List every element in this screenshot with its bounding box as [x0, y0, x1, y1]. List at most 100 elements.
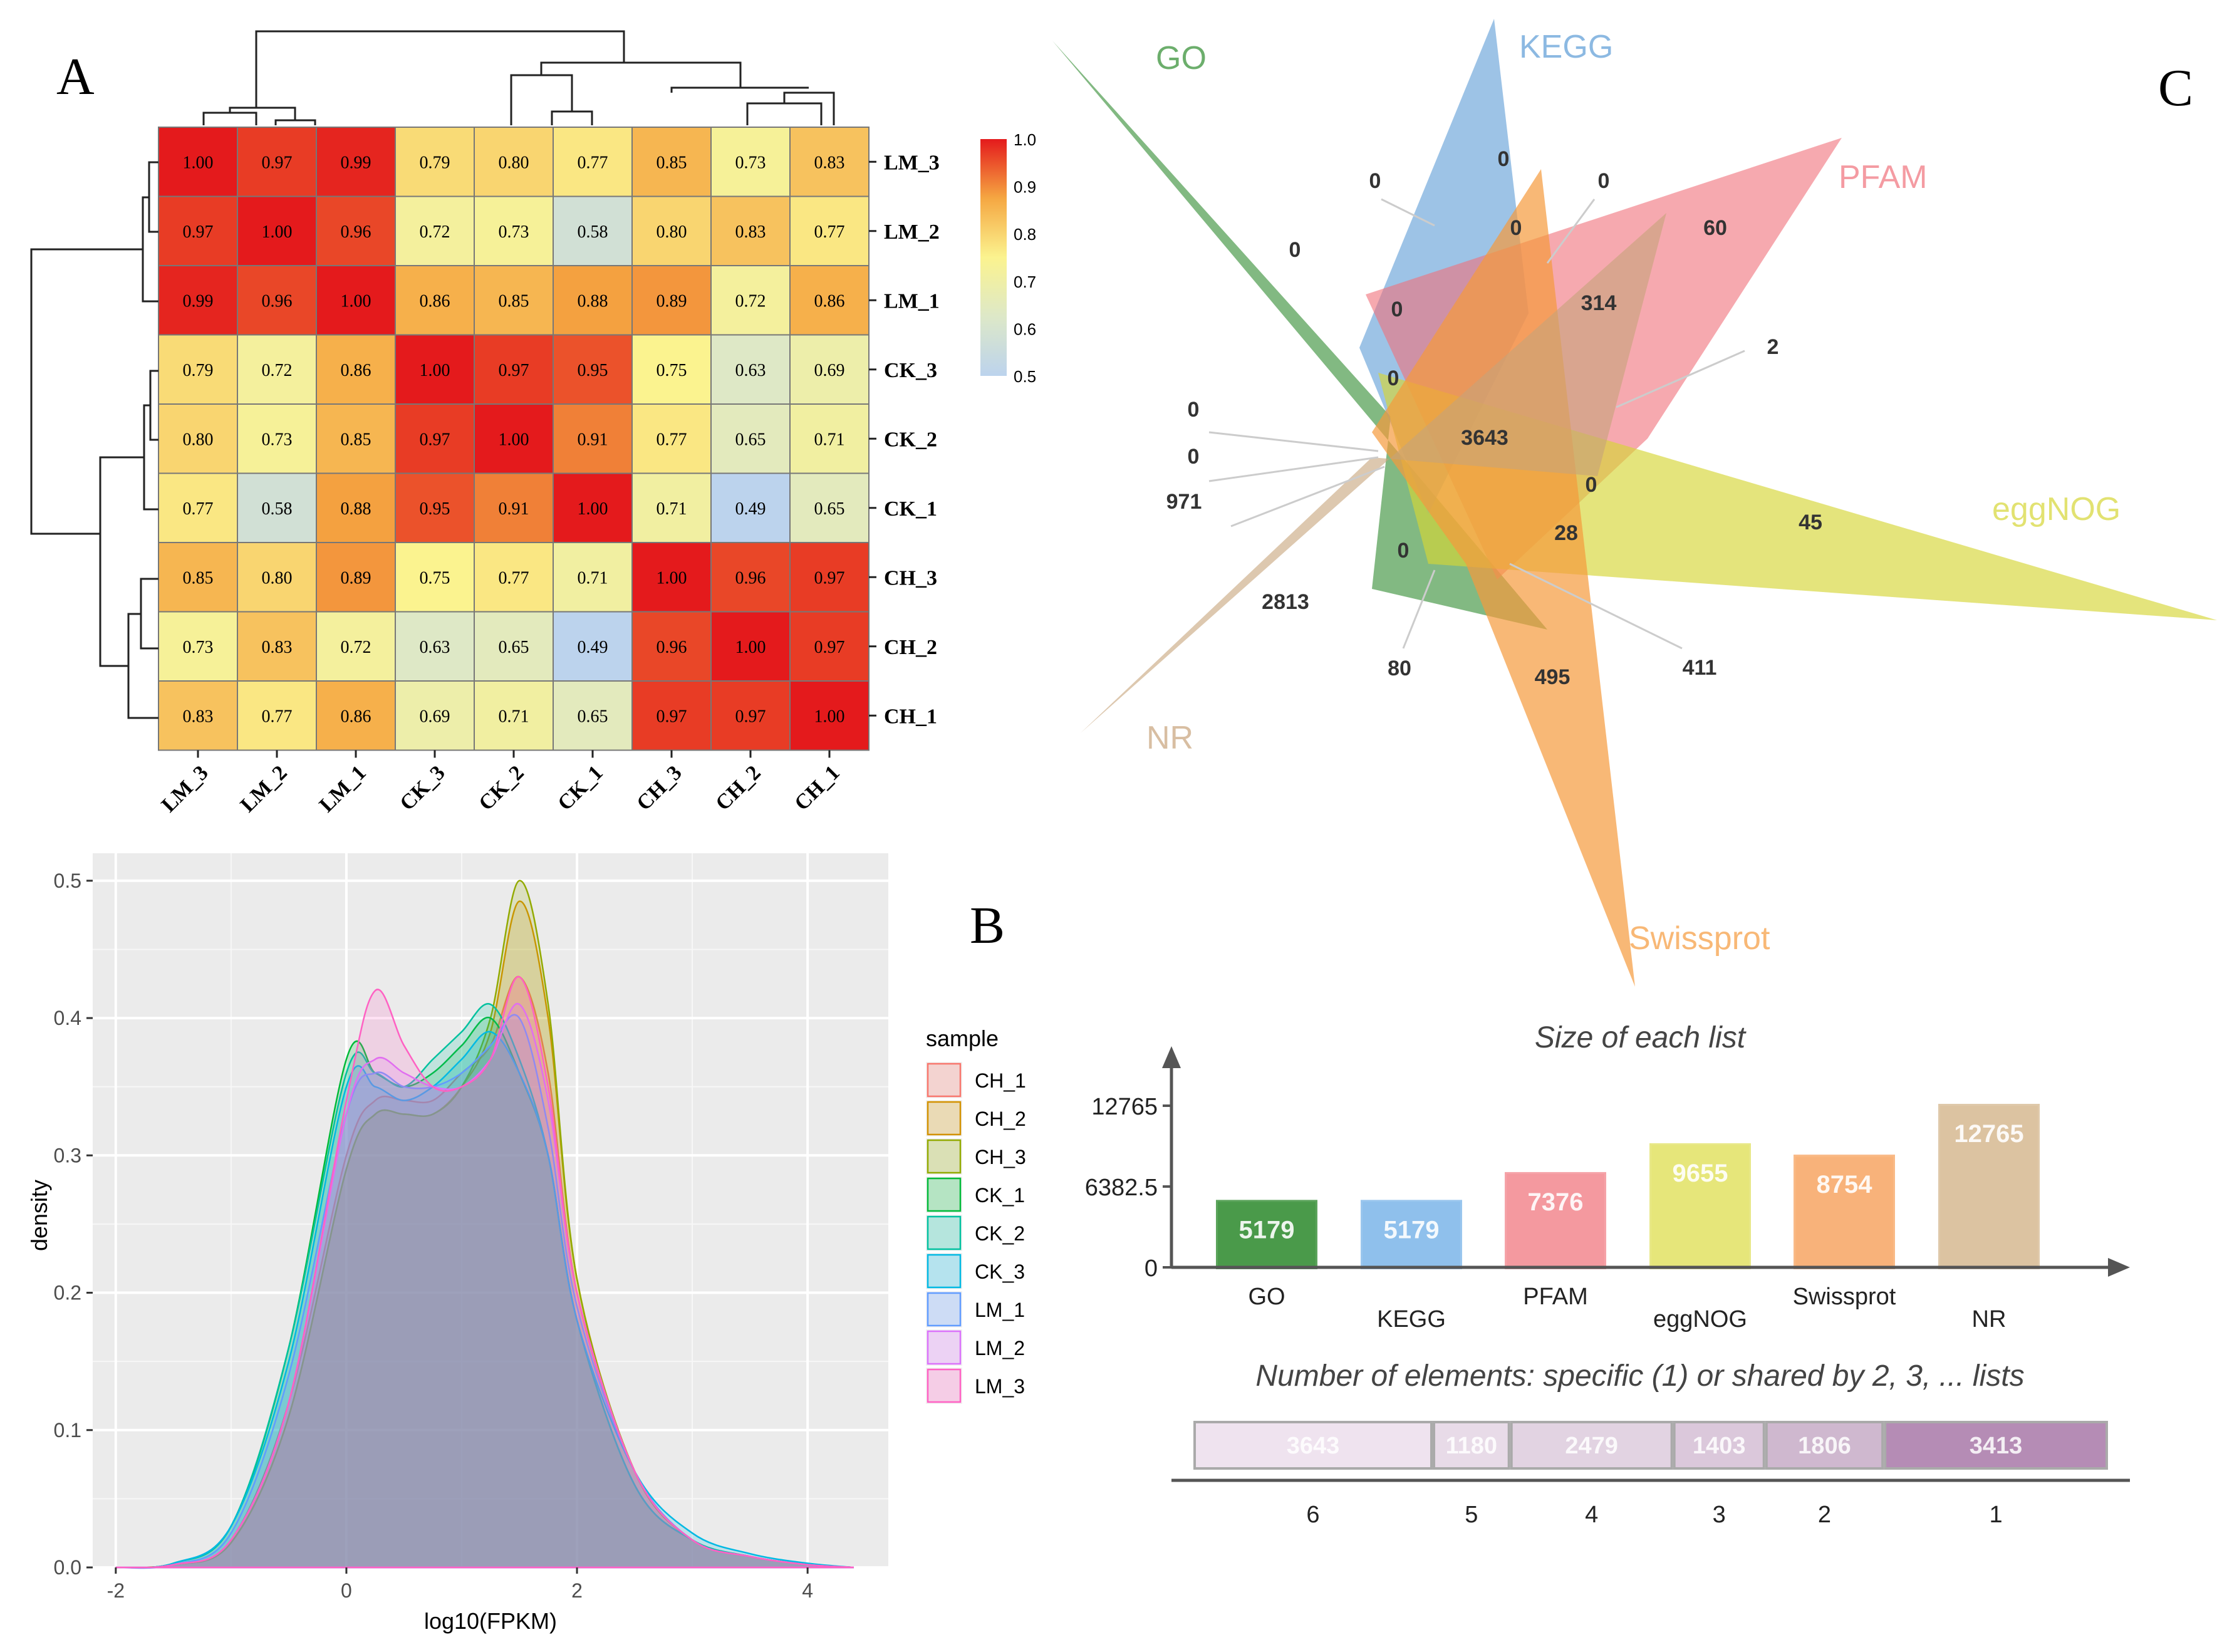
size-bar-value: 9655 — [1673, 1160, 1728, 1187]
heatmap-cell-value: 0.83 — [183, 707, 214, 726]
heatmap-cell — [710, 127, 791, 197]
heatmap-cell — [395, 472, 475, 543]
venn-region-value: 60 — [1703, 216, 1727, 240]
shared-bar — [1432, 1421, 1510, 1470]
venn-region-value: 0 — [1289, 238, 1301, 262]
heatmap-cell-value: 0.73 — [183, 638, 214, 657]
y-tick-label: 0.2 — [54, 1282, 81, 1304]
venn-region-value: 411 — [1683, 656, 1717, 680]
heatmap-cell-value: 0.86 — [420, 291, 450, 311]
legend: CH_1 CH_2 CH_3 CK_1 CK_2 CK_3 LM_1 LM_2 LM_3 — [926, 1062, 1026, 1404]
size-axes: 12765 6382.5 0 — [1085, 1046, 2130, 1282]
shared-bar-category: 2 — [1818, 1502, 1831, 1528]
heatmap-row-label: CK_2 — [884, 428, 937, 451]
x-tick-label: 0 — [341, 1579, 352, 1602]
heatmap-cell-value: 0.80 — [183, 430, 214, 449]
heatmap-cell — [395, 334, 475, 405]
heatmap-cell-value: 0.80 — [657, 222, 687, 242]
colorbar-ticks: 1.0 0.9 0.8 0.7 0.6 0.5 — [1014, 130, 1036, 386]
heatmap-cell — [789, 611, 870, 682]
heatmap-cell-value: 0.71 — [657, 499, 687, 519]
heatmap-cell-value: 0.75 — [420, 568, 450, 588]
venn-region-value: 0 — [1398, 539, 1410, 563]
heatmap-cell — [553, 265, 633, 336]
heatmap-cell — [158, 334, 238, 405]
heatmap-cell — [789, 195, 870, 266]
legend-label: CH_2 — [975, 1108, 1026, 1130]
heatmap-cell-value: 1.00 — [262, 222, 293, 242]
heatmap-cell-value: 0.80 — [499, 153, 529, 172]
size-bar — [1216, 1200, 1317, 1270]
legend-label: CK_1 — [975, 1184, 1025, 1207]
heatmap-cell-value: 0.85 — [657, 153, 687, 172]
heatmap-cell-value: 0.69 — [420, 707, 450, 726]
density-area-ck-2 — [115, 1003, 854, 1569]
heatmap-cell — [158, 680, 238, 751]
y-tick-label: 0.3 — [54, 1144, 81, 1166]
heatmap-cell — [474, 611, 554, 682]
venn-set-name: eggNOG — [1992, 491, 2121, 527]
shared-bar-value: 2479 — [1565, 1433, 1618, 1459]
heatmap-cell-value: 1.00 — [578, 499, 608, 519]
venn-set-name: KEGG — [1519, 29, 1613, 65]
legend-key-bg — [926, 1062, 962, 1098]
legend-label: CH_3 — [975, 1146, 1026, 1168]
heatmap-cell-value: 0.63 — [420, 638, 450, 657]
size-bar — [1361, 1200, 1462, 1270]
colorbar-tick-label: 0.8 — [1014, 225, 1036, 244]
heatmap-cell — [553, 334, 633, 405]
legend-key — [927, 1330, 962, 1365]
heatmap-cell-value: 0.97 — [183, 222, 214, 242]
heatmap-cell-value: 0.89 — [657, 291, 687, 311]
heatmap-cell-value: 0.83 — [262, 638, 293, 657]
heatmap-cell-value: 1.00 — [341, 291, 371, 311]
heatmap-cell — [631, 127, 712, 197]
size-y-tick-label: 0 — [1145, 1255, 1158, 1282]
heatmap-cell-value: 0.97 — [262, 153, 293, 172]
heatmap-cell — [237, 680, 317, 751]
heatmap-row-label: CK_1 — [884, 497, 937, 521]
heatmap-cell — [237, 472, 317, 543]
venn-region-value: 314 — [1581, 291, 1617, 315]
x-axis-label: log10(FPKM) — [424, 1608, 557, 1634]
heatmap-cell-value: 0.77 — [657, 430, 687, 449]
legend-key-bg — [926, 1177, 962, 1213]
size-bar-category: eggNOG — [1653, 1306, 1747, 1333]
colorbar-tick-label: 0.5 — [1014, 367, 1036, 386]
legend-label: LM_3 — [975, 1375, 1025, 1398]
heatmap-cell-value: 1.00 — [814, 707, 845, 726]
heatmap-cell — [316, 542, 396, 613]
shared-chart-title: Number of elements: specific (1) or shar… — [1255, 1359, 2024, 1393]
legend-key — [927, 1254, 962, 1289]
heatmap-cell-value: 0.91 — [578, 430, 608, 449]
heatmap-cell — [631, 680, 712, 751]
size-y-tick-label: 12765 — [1091, 1094, 1158, 1120]
heatmap-cell-value: 0.77 — [262, 707, 293, 726]
venn-set-name: Swissprot — [1629, 920, 1770, 957]
heatmap-cell-value: 0.65 — [499, 638, 529, 657]
heatmap-row-label: LM_1 — [884, 289, 940, 313]
shared-bar-category: 6 — [1306, 1502, 1319, 1528]
venn-region-value: 0 — [1188, 398, 1200, 422]
size-bar-value: 5179 — [1239, 1216, 1295, 1244]
heatmap-cell-value: 1.00 — [183, 153, 214, 172]
shared-bar-category: 5 — [1465, 1502, 1478, 1528]
density-axes: -2 0 2 4 0.0 0.1 0.2 0.3 0.4 0.5 — [54, 870, 814, 1602]
shared-bar-category: 4 — [1585, 1502, 1598, 1528]
heatmap-cell-value: 0.49 — [735, 499, 766, 519]
heatmap-cell-value: 0.79 — [183, 361, 214, 380]
size-bar-category: KEGG — [1377, 1306, 1446, 1333]
heatmap-cell-value: 0.73 — [735, 153, 766, 172]
heatmap-cell-value: 0.65 — [735, 430, 766, 449]
venn-region-labels: 0 0 0 0 60 0 314 0 2 0 0 3643 0 971 0 28 45 2813 0 80 495 411 — [1166, 147, 1822, 689]
legend-key-bg — [926, 1368, 962, 1404]
heatmap-row-label: CH_2 — [884, 636, 937, 659]
heatmap-cell-value: 0.96 — [341, 222, 371, 242]
heatmap-row-label: LM_2 — [884, 221, 940, 244]
legend-label: LM_1 — [975, 1299, 1025, 1321]
heatmap-cell-value: 1.00 — [735, 638, 766, 657]
heatmap-cell — [158, 472, 238, 543]
heatmap-cell — [631, 265, 712, 336]
venn-region-value: 2 — [1767, 335, 1779, 359]
venn-region-value: 28 — [1554, 521, 1578, 545]
